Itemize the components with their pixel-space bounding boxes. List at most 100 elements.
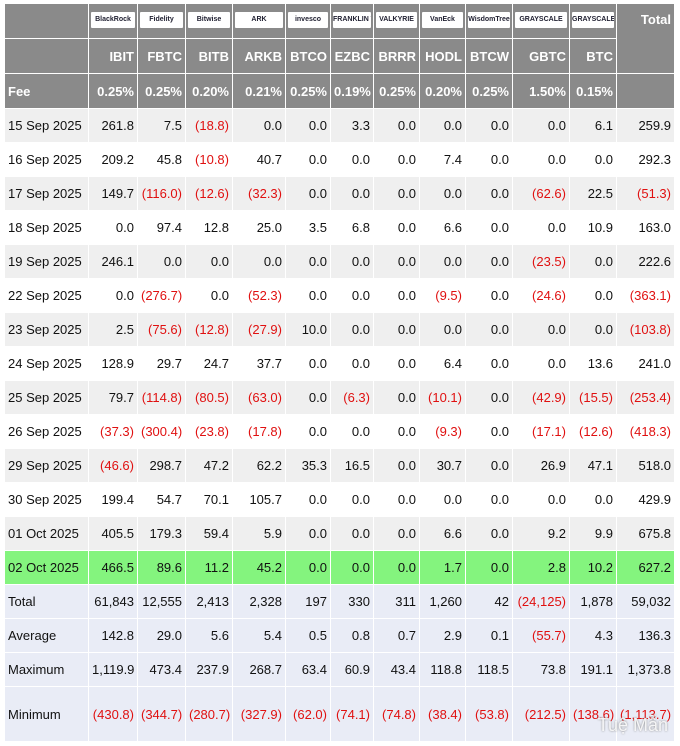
issuer-logo: VALKYRIE [376, 11, 417, 28]
summary-cell: (24,125) [512, 584, 570, 619]
flow-cell: 0.0 [419, 244, 466, 279]
total-header: Total [616, 3, 675, 74]
flow-cell: 0.0 [373, 278, 420, 313]
ticker: BITB [185, 38, 233, 74]
flow-cell: 5.9 [232, 516, 286, 551]
summary-cell: 12,555 [137, 584, 186, 619]
issuer-logo: Fidelity [140, 11, 183, 28]
flow-cell: 0.0 [285, 244, 331, 279]
flow-cell: (63.0) [232, 380, 286, 415]
flow-cell: 0.0 [465, 380, 513, 415]
flow-cell: 0.0 [465, 448, 513, 483]
summary-cell: 5.4 [232, 618, 286, 653]
flow-cell: 35.3 [285, 448, 331, 483]
summary-row: Maximum 1,119.9 473.4 237.9 268.7 63.4 60.9 43.… [4, 652, 675, 687]
fee-value: 0.21% [232, 73, 286, 109]
summary-cell: (74.1) [330, 686, 374, 742]
summary-cell: 237.9 [185, 652, 233, 687]
summary-cell: (74.8) [373, 686, 420, 742]
date-cell: 30 Sep 2025 [4, 482, 89, 517]
summary-cell: 1,260 [419, 584, 466, 619]
flow-cell: 10.2 [569, 550, 617, 585]
flow-cell: 7.5 [137, 108, 186, 143]
flow-cell: 0.0 [512, 142, 570, 177]
flow-cell: (23.8) [185, 414, 233, 449]
flow-cell: 0.0 [285, 278, 331, 313]
flow-row: 01 Oct 2025 405.5 179.3 59.4 5.9 0.0 0.0 0.0 6.6… [4, 516, 675, 551]
ticker: IBIT [88, 38, 138, 74]
flow-cell: 16.5 [330, 448, 374, 483]
flow-cell: 47.1 [569, 448, 617, 483]
summary-cell: 60.9 [330, 652, 374, 687]
flow-cell: 0.0 [373, 142, 420, 177]
flow-cell: (9.5) [419, 278, 466, 313]
flow-cell: 0.0 [465, 414, 513, 449]
flow-row: 16 Sep 2025 209.2 45.8 (10.8) 40.7 0.0 0.0 0.0 7… [4, 142, 675, 177]
fee-value: 0.25% [137, 73, 186, 109]
summary-label: Average [4, 618, 89, 653]
summary-cell: 118.8 [419, 652, 466, 687]
flow-cell: 209.2 [88, 142, 138, 177]
flow-cell: 70.1 [185, 482, 233, 517]
summary-cell: 43.4 [373, 652, 420, 687]
fee-value: 0.25% [465, 73, 513, 109]
flow-cell: 149.7 [88, 176, 138, 211]
flow-cell: 0.0 [285, 482, 331, 517]
summary-cell: 5.6 [185, 618, 233, 653]
flow-cell: 241.0 [616, 346, 675, 381]
flow-cell: 0.0 [373, 108, 420, 143]
flow-cell: 79.7 [88, 380, 138, 415]
summary-label: Maximum [4, 652, 89, 687]
summary-cell: (344.7) [137, 686, 186, 742]
summary-cell: 191.1 [569, 652, 617, 687]
flow-cell: 0.0 [465, 278, 513, 313]
flow-cell: 89.6 [137, 550, 186, 585]
ticker: BTC [569, 38, 617, 74]
logo-cell: GRAYSCALE [512, 3, 570, 39]
flow-cell: 0.0 [232, 244, 286, 279]
flow-row: 30 Sep 2025 199.4 54.7 70.1 105.7 0.0 0.0 0.0 0.… [4, 482, 675, 517]
date-cell: 01 Oct 2025 [4, 516, 89, 551]
flow-cell: 0.0 [373, 482, 420, 517]
summary-cell: 4.3 [569, 618, 617, 653]
flow-cell: 26.9 [512, 448, 570, 483]
flow-cell: (12.6) [185, 176, 233, 211]
flow-cell: 0.0 [330, 346, 374, 381]
flow-cell: (418.3) [616, 414, 675, 449]
summary-row: Total 61,843 12,555 2,413 2,328 197 330 311 1,26… [4, 584, 675, 619]
flow-row: 02 Oct 2025 466.5 89.6 11.2 45.2 0.0 0.0 0.0 1.7… [4, 550, 675, 585]
summary-cell: (53.8) [465, 686, 513, 742]
ticker: ARKB [232, 38, 286, 74]
flow-cell: 0.0 [373, 516, 420, 551]
issuer-logo: GRAYSCALE [515, 11, 567, 28]
flow-cell: (12.6) [569, 414, 617, 449]
flow-row: 18 Sep 2025 0.0 97.4 12.8 25.0 3.5 6.8 0.0 6.6 0.… [4, 210, 675, 245]
flow-cell: (24.6) [512, 278, 570, 313]
corner-cell [4, 38, 89, 74]
summary-cell: 2,413 [185, 584, 233, 619]
flow-cell: 0.0 [569, 142, 617, 177]
fee-value: 0.25% [88, 73, 138, 109]
flow-cell: 292.3 [616, 142, 675, 177]
flow-cell: 0.0 [285, 176, 331, 211]
flow-cell: (300.4) [137, 414, 186, 449]
flow-cell: 9.2 [512, 516, 570, 551]
flow-cell: 0.0 [285, 142, 331, 177]
summary-cell: 0.5 [285, 618, 331, 653]
flow-cell: 0.0 [465, 516, 513, 551]
summary-cell: 197 [285, 584, 331, 619]
date-cell: 02 Oct 2025 [4, 550, 89, 585]
date-cell: 19 Sep 2025 [4, 244, 89, 279]
summary-row: Average 142.8 29.0 5.6 5.4 0.5 0.8 0.7 2.9 0.1 (55… [4, 618, 675, 653]
flow-cell: (6.3) [330, 380, 374, 415]
logo-cell: Bitwise [185, 3, 233, 39]
flow-cell: 246.1 [88, 244, 138, 279]
date-cell: 24 Sep 2025 [4, 346, 89, 381]
summary-cell: 142.8 [88, 618, 138, 653]
summary-cell: 42 [465, 584, 513, 619]
flow-cell: (276.7) [137, 278, 186, 313]
logo-cell: WisdomTree [465, 3, 513, 39]
summary-cell: 2,328 [232, 584, 286, 619]
flow-cell: 9.9 [569, 516, 617, 551]
flow-cell: (75.6) [137, 312, 186, 347]
